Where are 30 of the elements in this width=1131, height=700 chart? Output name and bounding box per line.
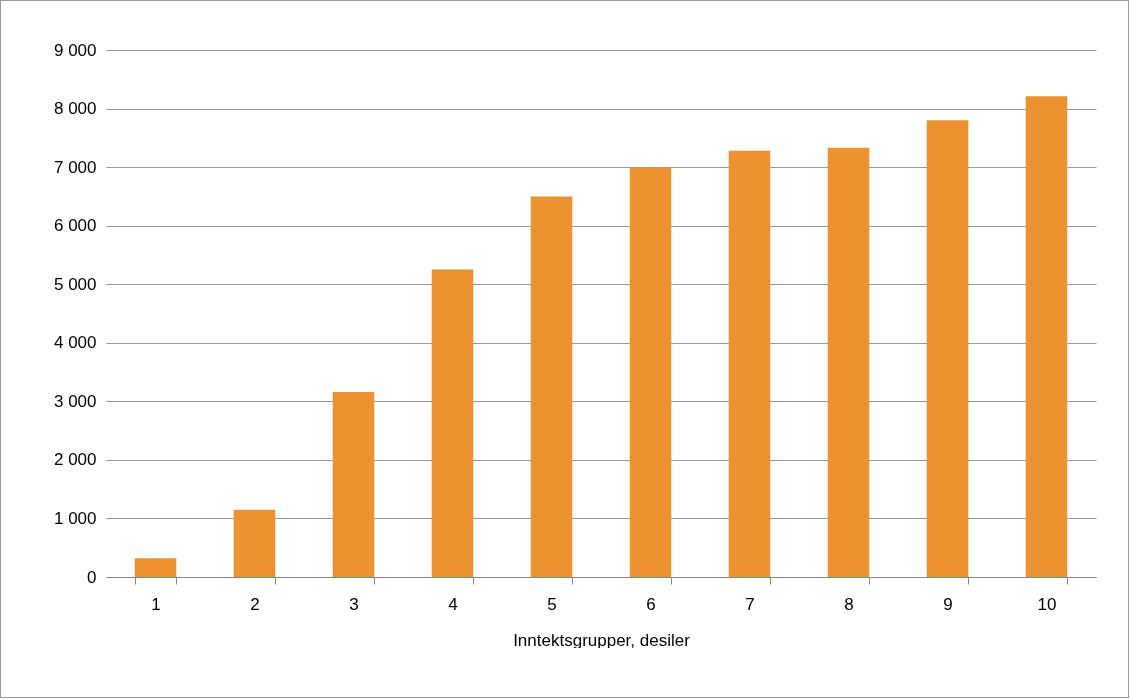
bar [926,120,969,577]
bar [332,391,375,577]
y-tick-label: 6 000 [53,216,97,236]
bar [629,167,672,577]
y-tick-label: 4 000 [53,333,97,353]
bar [134,558,177,577]
bar [431,269,474,577]
y-tick-label: 7 000 [53,157,97,177]
y-tick-label: 3 000 [53,391,97,411]
x-tick-label: 10 [1037,594,1057,614]
y-tick-label: 0 [87,567,97,587]
bar [827,147,870,577]
x-tick-label: 6 [646,594,656,614]
y-tick-label: 9 000 [53,40,97,60]
x-tick-label: 1 [151,594,161,614]
x-tick-label: 9 [943,594,953,614]
bar [233,509,276,577]
x-tick-label: 5 [547,594,557,614]
bar [530,196,573,577]
x-tick-label: 7 [745,594,755,614]
y-tick-label: 8 000 [53,99,97,119]
y-tick-label: 1 000 [53,508,97,528]
x-tick-label: 2 [250,594,260,614]
x-tick-label: 4 [448,594,458,614]
bar [728,150,771,577]
x-tick-label: 3 [349,594,359,614]
y-tick-label: 2 000 [53,450,97,470]
x-tick-label: 8 [844,594,854,614]
y-tick-label: 5 000 [53,274,97,294]
bar [1025,96,1068,577]
